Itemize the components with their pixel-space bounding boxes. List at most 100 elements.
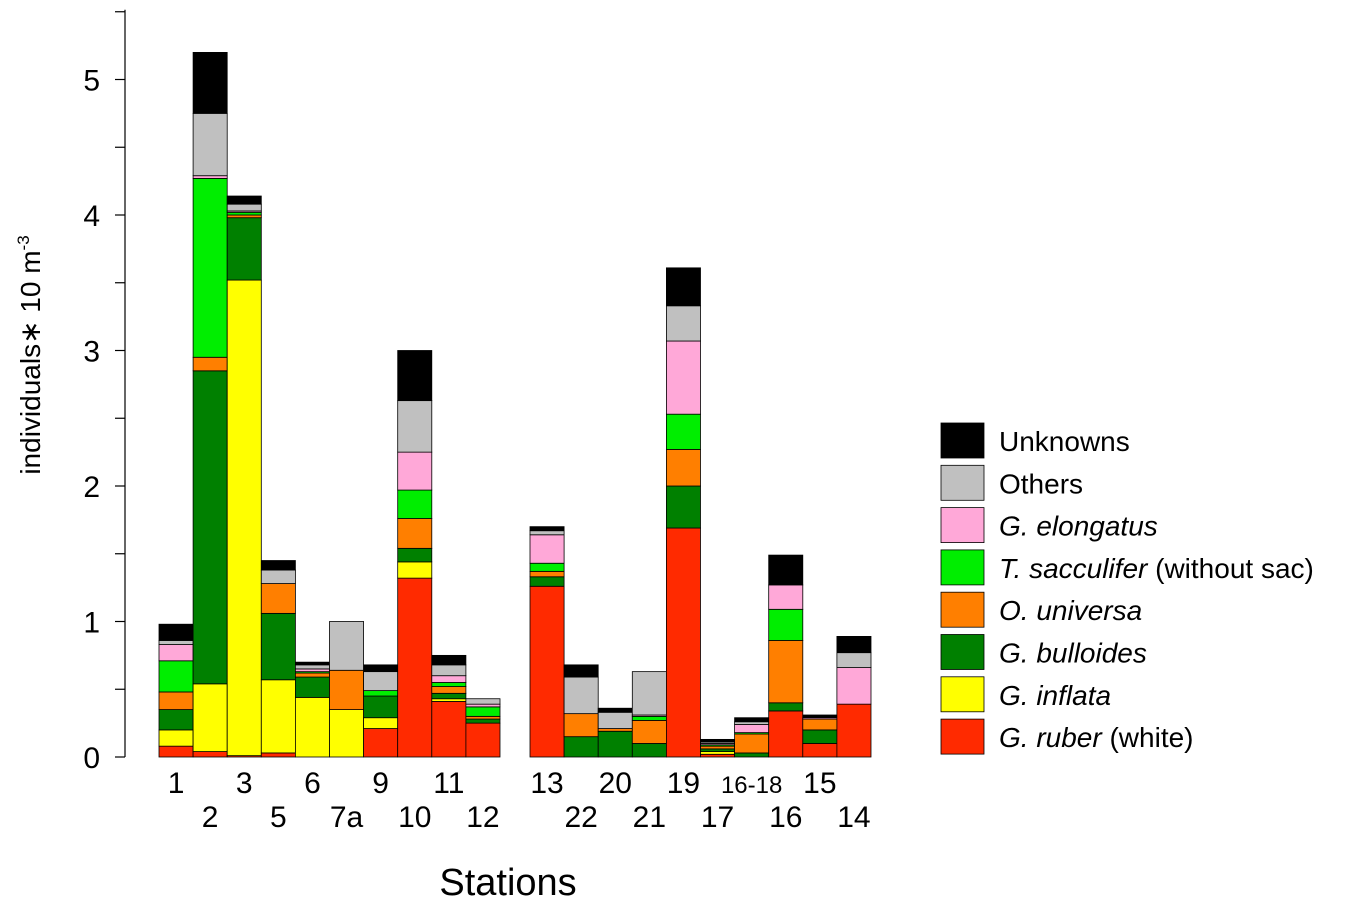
bar-segment <box>397 350 433 402</box>
x-tick-label: 7a <box>330 801 364 834</box>
bar-station-11 <box>431 654 467 758</box>
bar-segment <box>734 752 770 758</box>
bar-segment <box>597 711 633 729</box>
bar-segment <box>363 728 399 758</box>
x-tick-label: 21 <box>633 801 666 834</box>
bar-segment <box>465 718 501 724</box>
bar-station-13 <box>529 526 565 758</box>
bar-segment <box>431 692 467 700</box>
bar-segment <box>397 489 433 519</box>
bar-segment <box>700 738 735 743</box>
x-tick-label: 2 <box>202 801 219 834</box>
bar-segment <box>529 570 565 578</box>
bar-segment <box>700 753 735 758</box>
legend-label: G. ruber (white) <box>999 722 1194 753</box>
bar-segment <box>329 621 364 671</box>
bar-segment <box>597 730 633 758</box>
bar-segment <box>158 709 194 731</box>
bar-segment <box>329 669 364 710</box>
bar-segment <box>158 729 194 747</box>
bar-segment <box>666 267 701 307</box>
bar-segment <box>768 710 804 758</box>
x-tick-label: 3 <box>236 767 253 800</box>
bar-station-19 <box>666 267 701 758</box>
bar-segment <box>226 217 262 281</box>
bar-segment <box>397 400 433 453</box>
x-tick-label: 5 <box>270 801 287 834</box>
bar-segment <box>768 702 804 712</box>
legend-label: Others <box>999 468 1083 499</box>
legend-swatch <box>940 591 985 628</box>
bar-segment <box>226 211 262 216</box>
bar-segment <box>631 720 667 744</box>
legend-swatch <box>940 507 985 544</box>
bar-segment <box>192 751 228 758</box>
x-tick-label: 19 <box>667 767 700 800</box>
bar-segment <box>563 713 599 738</box>
y-axis-label-superscript: -3 <box>14 235 33 250</box>
bar-segment <box>529 585 565 758</box>
bar-segment <box>431 675 467 683</box>
bar-segment <box>465 706 501 717</box>
x-tick-label: 22 <box>564 801 597 834</box>
bar-segment <box>158 640 194 645</box>
y-axis-label-main: individuals∗ 10 m <box>15 250 46 474</box>
bar-segment <box>397 547 433 563</box>
bar-segment <box>431 654 467 666</box>
bar-segment <box>260 560 296 571</box>
legend-label: T. sacculifer (without sac) <box>999 553 1314 584</box>
bar-segment <box>294 664 330 670</box>
bar-segment <box>563 676 599 715</box>
bars <box>158 52 872 758</box>
legend-item: Others <box>940 464 1083 501</box>
bar-segment <box>465 703 501 708</box>
y-tick-label: 3 <box>83 336 100 369</box>
bar-segment <box>192 175 228 179</box>
legend-swatch <box>940 422 985 459</box>
bar-segment <box>597 707 633 713</box>
bar-segment <box>260 679 296 754</box>
bar-segment <box>431 698 467 702</box>
bar-segment <box>226 203 262 212</box>
bar-station-16 <box>768 554 804 758</box>
bar-segment <box>631 715 667 721</box>
bar-segment <box>158 644 194 662</box>
x-tick-label: 13 <box>530 767 563 800</box>
legend-label: Unknowns <box>999 426 1130 457</box>
bar-segment <box>836 703 872 758</box>
x-tick-label: 16-18 <box>721 772 782 799</box>
bar-segment <box>734 717 770 723</box>
bar-station-22 <box>563 664 599 758</box>
bar-segment <box>397 577 433 758</box>
x-tick-label: 1 <box>168 767 185 800</box>
bar-segment <box>294 668 330 673</box>
bar-segment <box>529 576 565 587</box>
bar-segment <box>363 671 399 692</box>
bar-station-12 <box>465 698 501 758</box>
legend-label: G. inflata <box>999 680 1111 711</box>
bar-segment <box>734 724 770 734</box>
legend-item: Unknowns <box>940 422 1130 459</box>
legend-label: G. elongatus <box>999 511 1158 542</box>
x-axis-label: Stations <box>439 862 576 901</box>
bar-segment <box>294 661 330 666</box>
legend-swatch <box>940 718 985 755</box>
bar-segment <box>158 660 194 693</box>
bar-segment <box>768 554 804 586</box>
bar-segment <box>260 752 296 758</box>
bar-segment <box>768 640 804 704</box>
bar-segment <box>363 695 399 719</box>
legend-item: O. universa <box>940 591 1142 628</box>
bar-segment <box>734 721 770 725</box>
bar-segment <box>734 733 770 754</box>
y-tick-label: 1 <box>83 607 100 640</box>
y-axis-label: individuals∗ 10 m-3 <box>14 235 46 474</box>
bar-segment <box>802 714 838 719</box>
bar-segment <box>158 691 194 710</box>
bar-segment <box>158 623 194 641</box>
bar-segment <box>563 736 599 758</box>
bar-segment <box>431 664 467 677</box>
bar-segment <box>226 195 262 205</box>
bar-segment <box>260 569 296 584</box>
legend-label: O. universa <box>999 595 1142 626</box>
